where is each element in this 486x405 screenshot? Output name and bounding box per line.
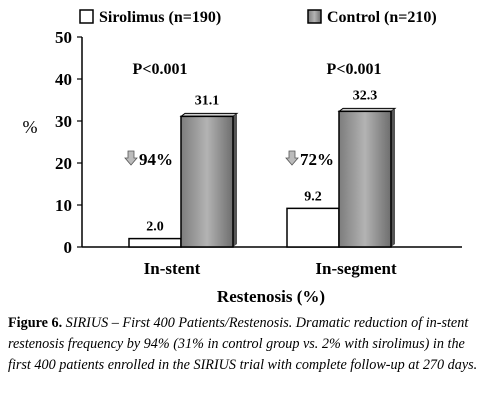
legend-label-control: Control (n=210) xyxy=(327,9,437,26)
bar-side-control-in-stent xyxy=(233,113,237,247)
y-tick-label: 40 xyxy=(55,70,72,89)
y-ticks: 0 10 20 30 40 50 xyxy=(55,28,82,257)
bar-sirolimus-in-stent xyxy=(128,237,182,248)
x-axis-label: Restenosis (%) xyxy=(217,287,325,306)
data-label-sirolimus-in-stent: 2.0 xyxy=(146,220,164,235)
reduction-value-in-stent: 94% xyxy=(139,150,173,169)
data-label-sirolimus-in-segment: 9.2 xyxy=(304,189,322,204)
figure-number: Figure 6. xyxy=(8,315,63,331)
y-axis-label: % xyxy=(23,117,38,137)
y-tick-label: 10 xyxy=(55,196,72,215)
y-tick-label: 30 xyxy=(55,112,72,131)
legend: Sirolimus (n=190) Control (n=210) xyxy=(79,9,437,26)
legend-swatch-sirolimus xyxy=(79,9,94,24)
y-tick-label: 20 xyxy=(55,154,72,173)
bar-control-in-segment xyxy=(338,110,392,248)
y-tick-label: 0 xyxy=(64,238,73,257)
reduction-value-in-segment: 72% xyxy=(300,150,334,169)
bars: 2.0 9.2 31.1 32.3 xyxy=(128,88,397,248)
figure-caption: Figure 6. SIRIUS – First 400 Patients/Re… xyxy=(8,313,482,376)
bar-side-control-in-segment xyxy=(391,108,395,247)
legend-swatch-control xyxy=(307,9,322,24)
data-label-control-in-segment: 32.3 xyxy=(353,88,378,103)
x-tick-label-in-stent: In-stent xyxy=(144,259,201,278)
bar-chart: Sirolimus (n=190) Control (n=210) 0 10 20 3… xyxy=(23,9,462,306)
bar-sirolimus-in-segment xyxy=(286,207,340,248)
p-value-in-stent: P<0.001 xyxy=(133,61,188,78)
down-arrow-icon xyxy=(285,150,299,166)
legend-label-sirolimus: Sirolimus (n=190) xyxy=(99,9,221,26)
x-tick-label-in-segment: In-segment xyxy=(315,259,397,278)
y-tick-label: 50 xyxy=(55,28,72,47)
reduction-in-segment: 72% xyxy=(285,150,334,169)
p-value-in-segment: P<0.001 xyxy=(327,61,382,78)
figure-caption-text: SIRIUS – First 400 Patients/Restenosis. … xyxy=(8,315,478,373)
reduction-in-stent: 94% xyxy=(124,150,173,169)
data-label-control-in-stent: 31.1 xyxy=(195,93,220,108)
bar-control-in-stent xyxy=(180,115,234,248)
down-arrow-icon xyxy=(124,150,138,166)
